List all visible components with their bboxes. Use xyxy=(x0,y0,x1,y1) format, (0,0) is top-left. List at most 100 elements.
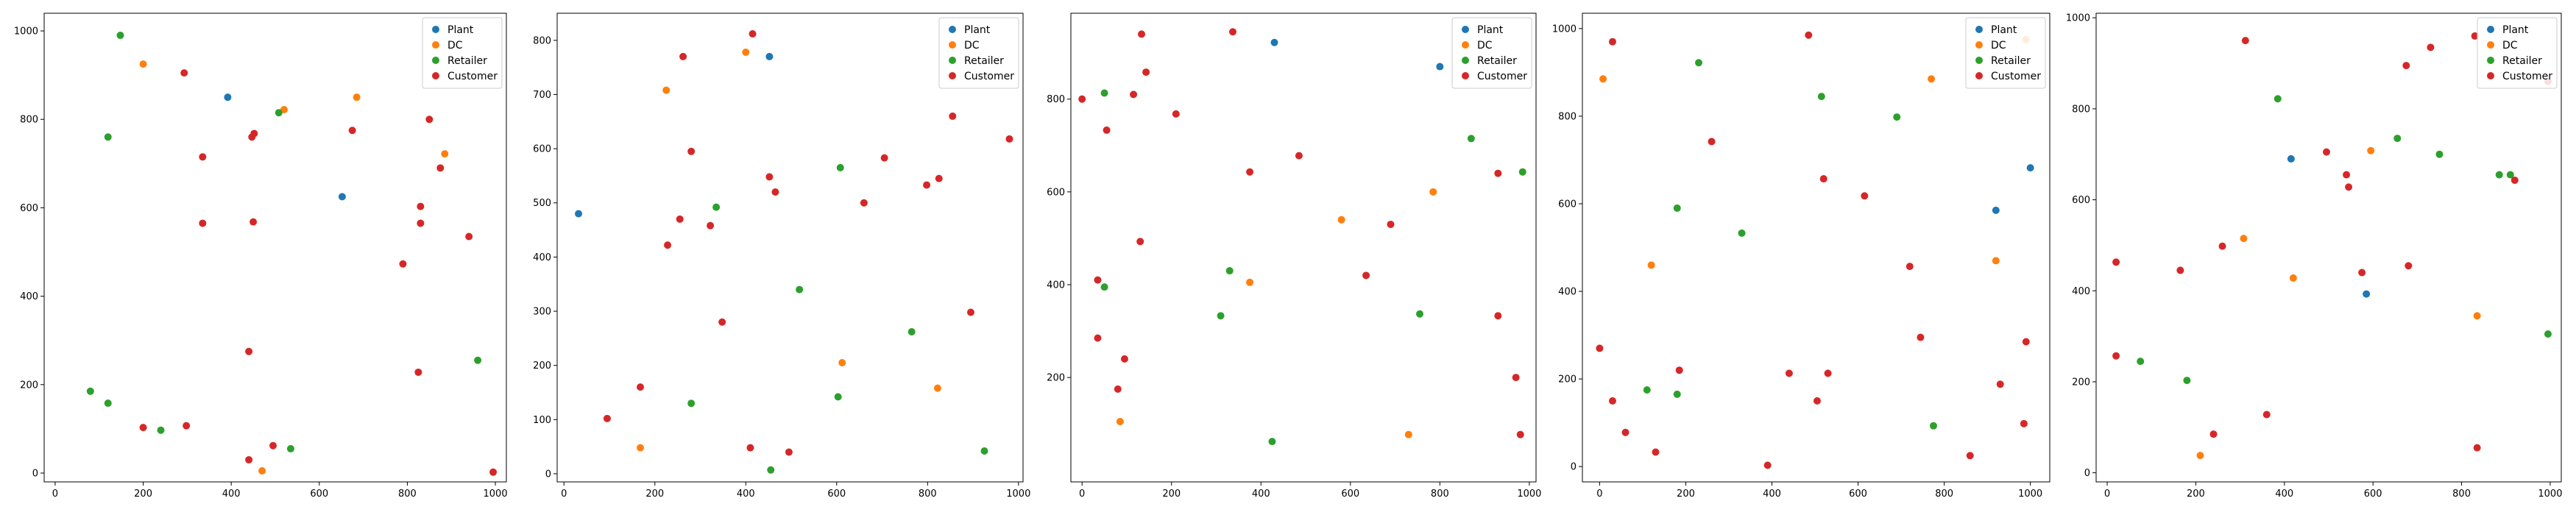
customer-point xyxy=(1114,385,1122,393)
legend-box xyxy=(938,17,1019,89)
x-tick-label: 600 xyxy=(827,489,846,500)
x-tick-label: 800 xyxy=(919,489,937,500)
y-tick-label: 600 xyxy=(2072,195,2090,206)
y-tick-label: 0 xyxy=(32,468,38,479)
retailer-point xyxy=(2506,171,2514,179)
retailer-point xyxy=(2183,377,2191,385)
retailer-point xyxy=(1893,113,1901,121)
x-tick-label: 1000 xyxy=(1517,489,1541,500)
dc-point xyxy=(1404,430,1412,438)
customer-point xyxy=(248,133,256,141)
customer-point xyxy=(1966,452,1974,460)
y-tick-label: 800 xyxy=(533,35,551,46)
retailer-point xyxy=(1643,386,1651,394)
y-tick-label: 800 xyxy=(20,115,38,126)
legend-label-plant: Plant xyxy=(447,24,474,36)
y-tick-label: 600 xyxy=(1047,187,1065,198)
legend: Plant DC Retailer Customer xyxy=(422,17,503,89)
series-retailer xyxy=(1643,59,1937,430)
legend-label-retailer: Retailer xyxy=(1477,55,1517,67)
x-tick-label: 0 xyxy=(1079,489,1085,500)
dc-point xyxy=(139,60,147,68)
customer-point xyxy=(1608,397,1616,405)
customer-point xyxy=(1805,31,1813,39)
x-tick-label: 200 xyxy=(1677,489,1695,500)
x-tick-label: 400 xyxy=(1252,489,1270,500)
retailer-point xyxy=(1100,283,1108,291)
customer-point xyxy=(199,153,207,161)
legend-marker-customer xyxy=(949,72,956,79)
dc-point xyxy=(1992,257,2000,265)
legend-marker-plant xyxy=(1975,26,1983,33)
customer-point xyxy=(1094,276,1102,284)
retailer-point xyxy=(2393,135,2402,143)
customer-point xyxy=(749,29,757,38)
legend-box xyxy=(1965,17,2046,89)
customer-point xyxy=(1228,28,1236,36)
series-dc xyxy=(2196,146,2481,460)
plant-point xyxy=(1436,63,1444,71)
plant-point xyxy=(2026,164,2034,172)
x-tick-label: 600 xyxy=(1341,489,1359,500)
y-tick-label: 400 xyxy=(2072,286,2090,297)
plant-point xyxy=(765,52,774,60)
customer-point xyxy=(2358,269,2366,277)
customer-point xyxy=(1996,380,2004,388)
customer-point xyxy=(2218,242,2226,250)
series-dc xyxy=(637,49,941,452)
axes-frame xyxy=(43,13,507,483)
legend-label-customer: Customer xyxy=(964,71,1014,82)
customer-point xyxy=(1652,448,1660,456)
y-tick-label: 400 xyxy=(1558,287,1577,298)
series-plant xyxy=(2287,154,2371,298)
dc-point xyxy=(1928,75,1936,83)
retailer-point xyxy=(834,393,842,401)
dc-point xyxy=(2196,452,2204,460)
customer-point xyxy=(465,232,473,241)
y-tick-label: 700 xyxy=(533,90,551,101)
series-customer xyxy=(2112,32,2552,452)
retailer-point xyxy=(104,399,112,408)
y-tick-label: 100 xyxy=(533,415,551,426)
customer-point xyxy=(2402,62,2410,70)
customer-point xyxy=(718,318,726,326)
customer-point xyxy=(1295,152,1303,160)
customer-point xyxy=(1596,344,1604,352)
x-tick-label: 200 xyxy=(134,489,152,500)
customer-point xyxy=(1494,312,1502,320)
y-tick-label: 800 xyxy=(1558,111,1577,122)
retailer-point xyxy=(836,163,844,171)
customer-point xyxy=(2112,352,2120,360)
legend-marker-dc xyxy=(432,41,439,49)
customer-point xyxy=(1621,428,1630,436)
legend-marker-retailer xyxy=(1975,57,1983,64)
y-tick-label: 0 xyxy=(545,469,551,480)
customer-point xyxy=(1608,38,1616,46)
retailer-point xyxy=(474,356,482,364)
y-tick-label: 200 xyxy=(1047,373,1065,384)
series-dc xyxy=(1599,35,2030,269)
x-tick-label: 400 xyxy=(737,489,755,500)
retailer-point xyxy=(980,447,988,455)
customer-point xyxy=(966,308,974,316)
series-plant xyxy=(1992,164,2034,214)
retailer-point xyxy=(2137,358,2145,366)
legend-label-customer: Customer xyxy=(447,71,498,82)
retailer-point xyxy=(1695,59,1703,67)
x-tick-label: 600 xyxy=(1849,489,1867,500)
customer-point xyxy=(1103,126,1111,134)
customer-point xyxy=(664,241,672,249)
retailer-point xyxy=(767,466,775,474)
y-tick-label: 600 xyxy=(533,144,551,155)
legend-marker-retailer xyxy=(2487,57,2494,64)
plant-point xyxy=(2287,154,2295,163)
y-tick-label: 200 xyxy=(1558,374,1577,386)
customer-point xyxy=(765,173,774,181)
customer-point xyxy=(1142,68,1150,77)
retailer-point xyxy=(104,133,112,141)
y-tick-label: 600 xyxy=(1558,199,1577,210)
legend-label-dc: DC xyxy=(447,40,463,52)
retailer-point xyxy=(712,203,721,211)
retailer-point xyxy=(286,444,294,452)
legend-label-plant: Plant xyxy=(1991,24,2017,36)
